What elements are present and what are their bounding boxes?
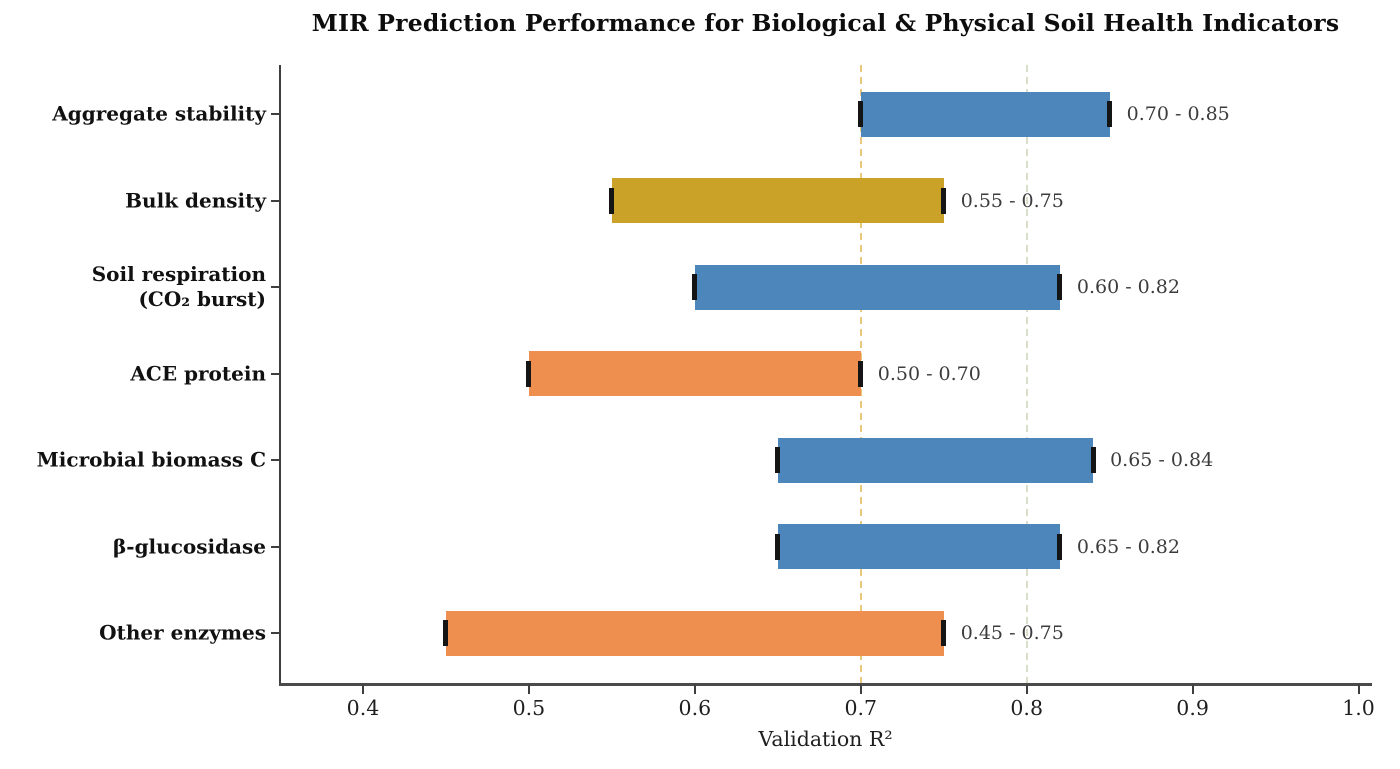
category-label: ACE protein [130,361,266,385]
bar-range-label: 0.60 - 0.82 [1076,276,1180,298]
bar [445,610,944,656]
bar-range-label: 0.70 - 0.85 [1126,103,1230,125]
y-axis-spine [279,65,281,685]
x-axis-tick-label: 0.8 [1010,696,1043,720]
y-axis-tick [271,459,280,461]
category-label: Microbial biomass C [36,447,266,472]
errorbar-cap-low [609,187,615,214]
errorbar-cap-high [1107,101,1113,127]
category-label: Aggregate stability [52,101,266,126]
y-axis-tick [271,372,280,375]
bar [860,91,1110,137]
bar-range-label: 0.65 - 0.84 [1110,449,1214,471]
x-axis-tick-label: 1.0 [1342,696,1375,720]
errorbar-cap-high [1090,447,1096,473]
x-axis-tick-label: 0.7 [844,696,878,720]
category-label: Bulk density [125,188,266,212]
bar-range-label: 0.45 - 0.75 [960,622,1064,644]
category-label: Other enzymes [99,620,266,645]
errorbar-cap-high [941,620,947,646]
bar [694,264,1060,310]
y-axis-tick [271,545,280,548]
x-axis-tick [693,685,696,694]
y-axis-tick [271,632,280,634]
reference-line-0.8 [1025,65,1028,683]
bar [777,437,1094,483]
x-axis-tick [527,685,530,694]
bar [777,524,1060,569]
x-axis-tick-label: 0.9 [1176,696,1209,720]
y-axis-tick [271,113,280,115]
y-axis-tick [271,199,280,202]
category-label: β-glucosidase [112,534,266,558]
errorbar-cap-low [443,620,449,646]
x-axis-tick [1357,685,1360,694]
x-axis-spine [279,683,1372,686]
chart-title: MIR Prediction Performance for Biologica… [311,9,1340,37]
x-axis-tick [361,685,364,694]
errorbar-cap-low [858,101,864,127]
y-axis-tick [271,286,280,288]
errorbar-cap-low [692,274,698,300]
bar [528,351,861,396]
errorbar-cap-high [1057,274,1063,300]
errorbar-cap-high [941,187,947,214]
x-axis-label: Validation R² [758,727,893,751]
errorbar-cap-high [1057,533,1063,560]
bar-range-label: 0.55 - 0.75 [960,189,1064,212]
x-axis-tick [1025,685,1028,694]
x-axis-tick [1191,685,1194,694]
x-axis-tick-label: 0.6 [678,696,712,720]
x-axis-tick [859,685,862,694]
x-axis-tick-label: 0.4 [346,696,380,720]
x-axis-tick-label: 0.5 [512,696,546,720]
category-label: Soil respiration (CO₂ burst) [91,262,266,311]
errorbar-cap-low [526,360,532,387]
bar [611,178,944,223]
bar-range-label: 0.65 - 0.82 [1076,535,1180,558]
bar-range-label: 0.50 - 0.70 [877,362,981,385]
errorbar-cap-high [858,360,864,387]
errorbar-cap-low [775,533,781,560]
errorbar-cap-low [775,447,781,473]
